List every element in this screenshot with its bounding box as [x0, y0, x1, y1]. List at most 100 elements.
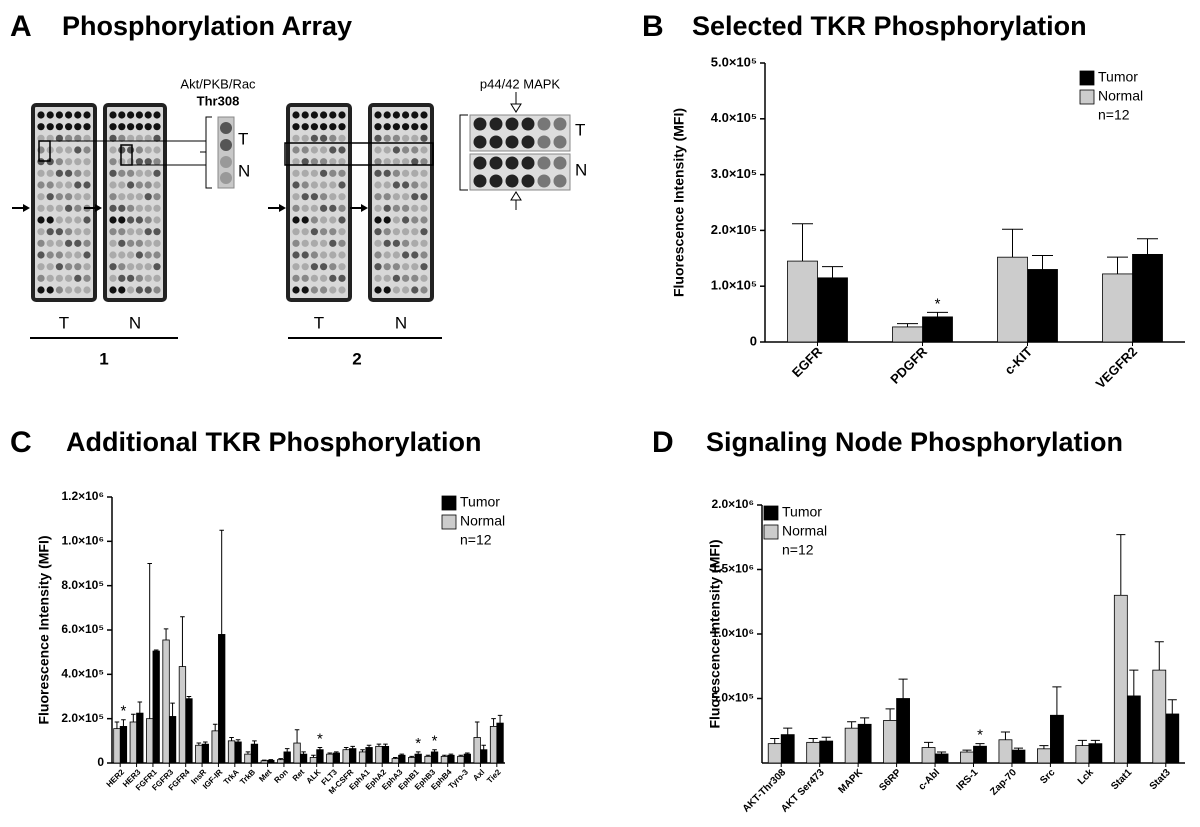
- array-spot: [83, 251, 91, 259]
- array-spot: [118, 251, 126, 259]
- array-spot: [118, 216, 126, 224]
- error-bar: [442, 754, 447, 757]
- array-spot: [109, 146, 117, 154]
- error-bar: [458, 754, 464, 757]
- error-bar: [792, 223, 813, 262]
- bar: [119, 726, 128, 764]
- error-bar: [327, 752, 333, 755]
- array-spot: [411, 204, 419, 212]
- inset-spot: [489, 156, 503, 170]
- array-spot: [411, 146, 419, 154]
- error-bar: [343, 746, 349, 750]
- array-spot: [411, 158, 419, 166]
- array-spot: [46, 239, 54, 247]
- array-film: [286, 103, 352, 302]
- array-spot: [338, 158, 346, 166]
- error-bar: [822, 266, 843, 278]
- inset-row-label: N: [238, 161, 250, 180]
- array-spot: [135, 181, 143, 189]
- array-spot: [83, 158, 91, 166]
- array-spot: [65, 263, 73, 271]
- array-spot: [301, 169, 309, 177]
- significance-mark: *: [935, 295, 941, 312]
- lane-label: T: [59, 313, 69, 332]
- array-spot: [292, 123, 300, 131]
- array-spot: [127, 158, 135, 166]
- y-tick-label: 1.0×10⁵: [711, 278, 757, 293]
- array-spot: [37, 123, 45, 131]
- array-spot: [383, 239, 391, 247]
- arrow-head: [361, 204, 368, 212]
- legend-label: Normal: [782, 523, 827, 539]
- error-bar: [1052, 686, 1062, 716]
- array-spot: [74, 251, 82, 259]
- array-spot: [135, 274, 143, 282]
- array-spot: [392, 239, 400, 247]
- bar: [767, 743, 782, 764]
- bar: [883, 720, 897, 764]
- array-spot: [310, 251, 318, 259]
- array-spot: [320, 111, 328, 119]
- array-spot: [83, 169, 91, 177]
- array-spot: [74, 193, 82, 201]
- array-spot: [329, 216, 337, 224]
- array-spot: [383, 123, 391, 131]
- array-spot: [411, 111, 419, 119]
- array-spot: [310, 204, 318, 212]
- highlight-box: [38, 140, 51, 162]
- array-spot: [65, 181, 73, 189]
- legend-swatch: [1079, 89, 1095, 105]
- array-spot: [46, 169, 54, 177]
- array-spot: [420, 193, 428, 201]
- array-spot: [127, 204, 135, 212]
- array-spot: [338, 274, 346, 282]
- chart-title: Selected TKR Phosphorylation: [692, 11, 1087, 41]
- array-spot: [127, 216, 135, 224]
- error-bar: [180, 616, 185, 667]
- array-spot: [37, 181, 45, 189]
- inset-spot: [537, 156, 551, 170]
- bar: [1113, 594, 1128, 764]
- bar: [178, 666, 187, 764]
- array-spot: [310, 146, 318, 154]
- array-spot: [65, 158, 73, 166]
- array-spot: [46, 263, 54, 271]
- array-spot: [411, 251, 419, 259]
- bar: [358, 751, 367, 764]
- array-spot: [420, 111, 428, 119]
- array-spot: [37, 228, 45, 236]
- chart-title: Signaling Node Phosphorylation: [706, 427, 1123, 457]
- x-tick-label: Axl: [471, 768, 486, 783]
- array-spot: [292, 111, 300, 119]
- array-spot: [301, 239, 309, 247]
- error-bar: [898, 678, 908, 699]
- array-spot: [301, 181, 309, 189]
- array-spot: [153, 158, 161, 166]
- array-spot: [153, 193, 161, 201]
- bar: [1102, 273, 1133, 343]
- array-spot: [329, 263, 337, 271]
- error-bar: [170, 702, 175, 717]
- array-spot: [301, 251, 309, 259]
- bar: [185, 698, 193, 764]
- array-spot: [153, 204, 161, 212]
- array-spot: [74, 239, 82, 247]
- array-spot: [55, 204, 64, 212]
- x-tick-label: Met: [257, 767, 273, 783]
- array-spot: [411, 286, 419, 294]
- bar: [1132, 253, 1163, 343]
- array-spot: [55, 158, 64, 166]
- inset-spot: [220, 122, 232, 134]
- array-spot: [310, 181, 318, 189]
- bar: [260, 760, 268, 764]
- array-spot: [329, 228, 337, 236]
- bar: [146, 718, 154, 764]
- error-bar: [481, 744, 486, 750]
- error-bar: [1090, 739, 1100, 744]
- array-spot: [109, 204, 117, 212]
- array-spot: [402, 123, 410, 131]
- array-spot: [392, 263, 400, 271]
- inset-spot: [220, 172, 232, 184]
- array-spot: [135, 251, 143, 259]
- error-bar: [432, 749, 437, 752]
